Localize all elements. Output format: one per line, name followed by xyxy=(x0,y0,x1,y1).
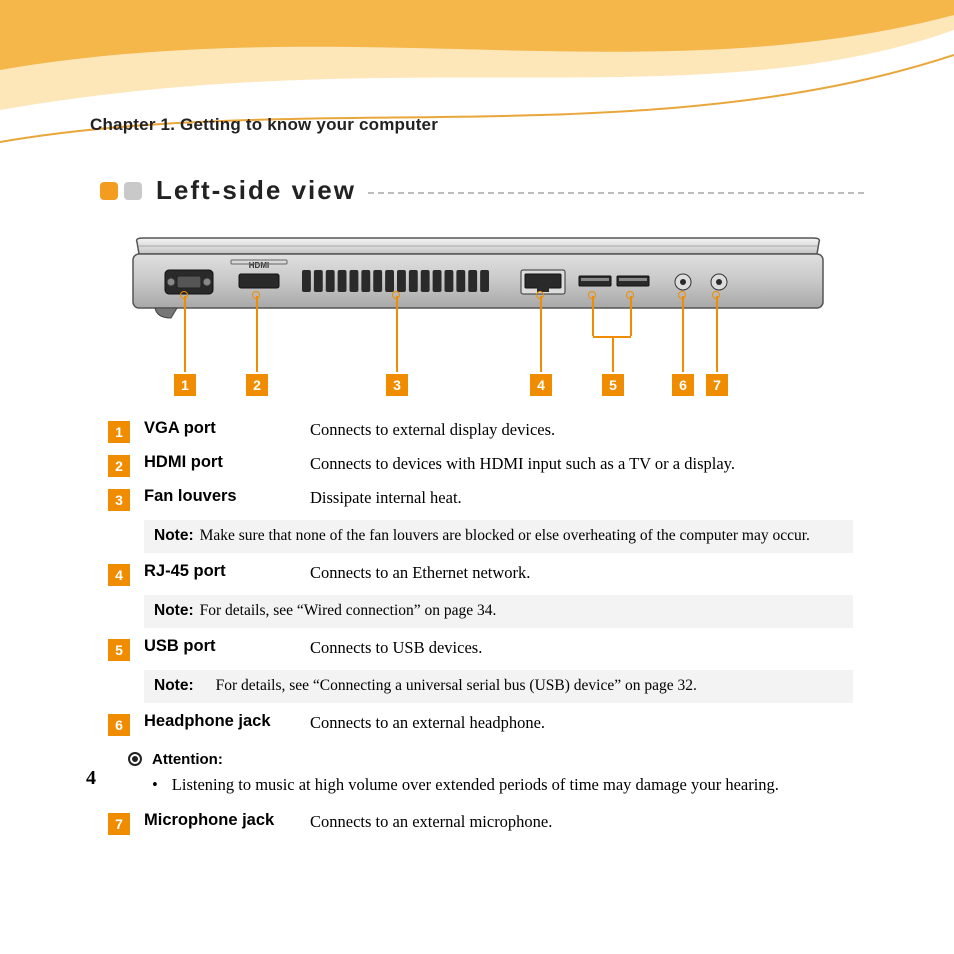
item-desc: Connects to external display devices. xyxy=(310,419,853,441)
item-badge-3: 3 xyxy=(108,489,130,511)
item-note: Note: Make sure that none of the fan louv… xyxy=(144,520,853,553)
callout-badge-1: 1 xyxy=(174,374,196,396)
item-desc: Dissipate internal heat. xyxy=(310,487,853,509)
item-row-1: 1VGA portConnects to external display de… xyxy=(108,414,853,448)
item-row-6: 6Headphone jackConnects to an external h… xyxy=(108,707,853,741)
note-label: Note: xyxy=(154,601,194,622)
callout-badge-4: 4 xyxy=(530,374,552,396)
bullet-square-grey xyxy=(124,182,142,200)
item-row-2: 2HDMI portConnects to devices with HDMI … xyxy=(108,448,853,482)
section-header: Left-side view xyxy=(100,175,864,206)
item-badge-5: 5 xyxy=(108,639,130,661)
item-note: Note: For details, see “Wired connection”… xyxy=(144,595,853,628)
item-note: Note: For details, see “Connecting a univ… xyxy=(144,670,853,703)
page-number: 4 xyxy=(86,767,96,790)
section-title: Left-side view xyxy=(156,175,356,206)
note-label: Note: xyxy=(154,676,194,697)
attention-block: Attention: xyxy=(128,751,853,768)
note-text: Make sure that none of the fan louvers a… xyxy=(200,526,843,547)
item-row-4: 4RJ-45 portConnects to an Ethernet netwo… xyxy=(108,557,853,591)
item-badge-4: 4 xyxy=(108,564,130,586)
item-badge-2: 2 xyxy=(108,455,130,477)
item-desc: Connects to an Ethernet network. xyxy=(310,562,853,584)
item-term: VGA port xyxy=(130,419,310,438)
bullet-square-orange xyxy=(100,182,118,200)
callout-badge-7: 7 xyxy=(706,374,728,396)
item-desc: Connects to USB devices. xyxy=(310,637,853,659)
description-table: 1VGA portConnects to external display de… xyxy=(108,414,853,840)
item-desc: Connects to devices with HDMI input such… xyxy=(310,453,853,475)
left-side-diagram: HDMI 1 2 3 4 5 67 xyxy=(117,236,837,396)
item-term: Microphone jack xyxy=(130,811,310,830)
attention-label: Attention: xyxy=(152,751,223,768)
item-term: HDMI port xyxy=(130,453,310,472)
item-row-7: 7Microphone jackConnects to an external … xyxy=(108,806,853,840)
attention-bullet: •Listening to music at high volume over … xyxy=(152,774,853,796)
item-row-3: 3Fan louversDissipate internal heat. xyxy=(108,482,853,516)
item-row-5: 5USB portConnects to USB devices. xyxy=(108,632,853,666)
item-desc: Connects to an external headphone. xyxy=(310,712,853,734)
callout-badge-3: 3 xyxy=(386,374,408,396)
note-text: For details, see “Wired connection” on p… xyxy=(200,601,843,622)
note-text: For details, see “Connecting a universal… xyxy=(200,676,843,697)
section-dash-line xyxy=(368,192,864,194)
svg-text:HDMI: HDMI xyxy=(249,261,269,270)
item-badge-6: 6 xyxy=(108,714,130,736)
item-desc: Connects to an external microphone. xyxy=(310,811,853,833)
callout-badge-5: 5 xyxy=(602,374,624,396)
item-badge-1: 1 xyxy=(108,421,130,443)
chapter-title: Chapter 1. Getting to know your computer xyxy=(90,115,864,135)
callout-label-row: 1 2 3 4 5 67 xyxy=(117,372,837,396)
callout-badge-2: 2 xyxy=(246,374,268,396)
item-term: Fan louvers xyxy=(130,487,310,506)
item-term: RJ-45 port xyxy=(130,562,310,581)
callout-badge-6: 6 xyxy=(672,374,694,396)
attention-icon xyxy=(128,752,142,766)
item-badge-7: 7 xyxy=(108,813,130,835)
item-term: USB port xyxy=(130,637,310,656)
note-label: Note: xyxy=(154,526,194,547)
item-term: Headphone jack xyxy=(130,712,310,731)
